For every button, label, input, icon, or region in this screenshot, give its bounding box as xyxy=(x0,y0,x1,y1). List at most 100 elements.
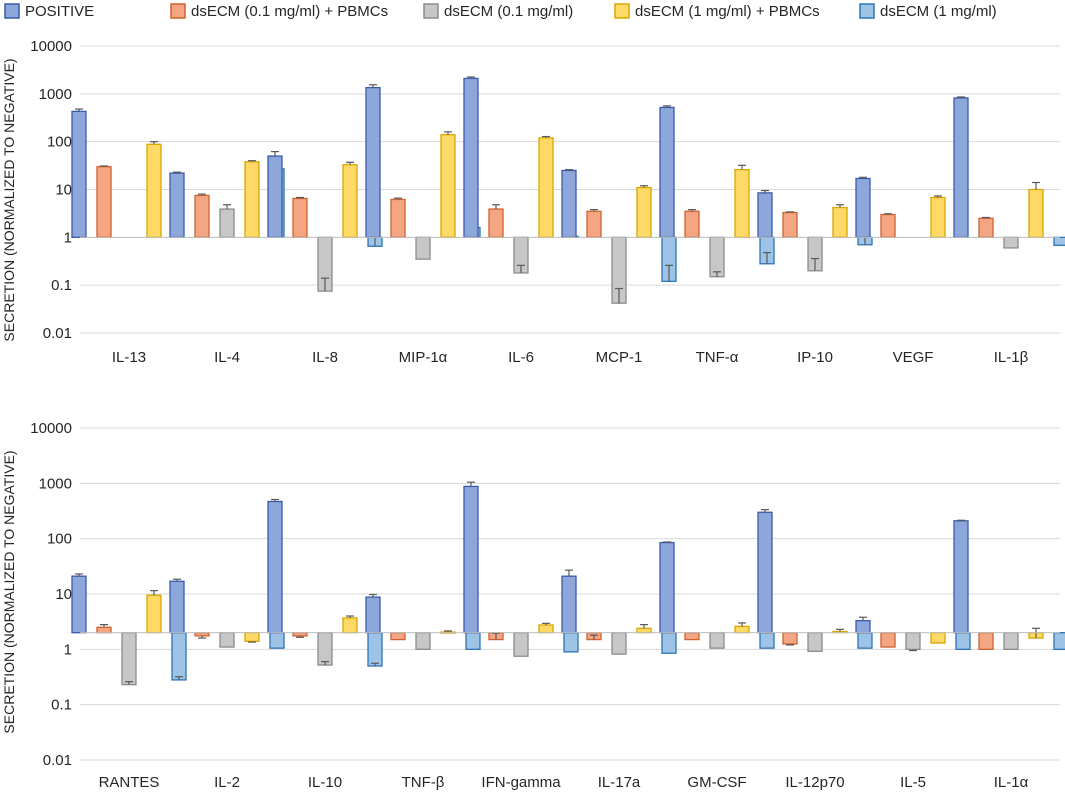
y-tick-label: 10 xyxy=(55,586,72,603)
legend-swatch-positive xyxy=(4,3,20,19)
bar-tnf-dsecm-0-1-mg-ml-pbmcs xyxy=(390,632,406,641)
bar-il-13-dsecm-1-mg-ml-pbmcs xyxy=(146,143,162,238)
category-label: VEGF xyxy=(893,349,934,366)
y-tick-label: 100 xyxy=(47,531,72,548)
bar-il-8-positive xyxy=(267,155,283,238)
legend-item-dsecm-1: dsECM (1 mg/ml) xyxy=(859,3,997,20)
category-label: IL-17a xyxy=(598,774,641,791)
y-tick-label: 0.01 xyxy=(43,752,72,769)
bar-ifn-gamma-dsecm-1-mg-ml-pbmcs xyxy=(538,624,554,634)
bar-tnf-dsecm-0-1-mg-ml xyxy=(415,632,431,650)
bar-il-6-dsecm-1-mg-ml-pbmcs xyxy=(538,137,554,238)
y-tick-label: 1000 xyxy=(39,475,72,492)
bar-mip-1-dsecm-0-1-mg-ml xyxy=(415,236,431,260)
bar-il-17a-dsecm-1-mg-ml xyxy=(661,632,677,654)
y-tick-label: 10000 xyxy=(30,420,72,437)
bar-il-5-dsecm-1-mg-ml-pbmcs xyxy=(930,632,946,644)
bar-il-5-dsecm-0-1-mg-ml xyxy=(905,632,921,650)
category-label: IP-10 xyxy=(797,349,833,366)
bar-il-8-dsecm-0-1-mg-ml-pbmcs xyxy=(292,197,308,238)
y-tick-label: 1000 xyxy=(39,86,72,103)
bar-rantes-dsecm-0-1-mg-ml xyxy=(121,632,137,686)
legend-item-dsecm-0.1: dsECM (0.1 mg/ml) xyxy=(423,3,573,20)
bar-ip-10-dsecm-0-1-mg-ml-pbmcs xyxy=(782,211,798,238)
bar-il-8-dsecm-1-mg-ml-pbmcs xyxy=(342,164,358,238)
bar-il-2-positive xyxy=(169,580,185,634)
bar-il-1-dsecm-0-1-mg-ml xyxy=(1003,236,1019,249)
bar-rantes-dsecm-1-mg-ml-pbmcs xyxy=(146,594,162,634)
bar-il-4-dsecm-1-mg-ml-pbmcs xyxy=(244,161,260,238)
bar-rantes-positive xyxy=(71,575,87,634)
bar-il-1-dsecm-0-1-mg-ml-pbmcs xyxy=(978,217,994,238)
category-label: RANTES xyxy=(99,774,160,791)
category-label: IL-10 xyxy=(308,774,342,791)
category-label: IL-8 xyxy=(312,349,338,366)
bar-il-12p70-dsecm-0-1-mg-ml-pbmcs xyxy=(782,632,798,645)
bar-mip-1-dsecm-0-1-mg-ml-pbmcs xyxy=(390,198,406,238)
bar-il-1-dsecm-0-1-mg-ml xyxy=(1003,632,1019,650)
bar-il-12p70-dsecm-0-1-mg-ml xyxy=(807,632,823,652)
y-tick-label: 1 xyxy=(64,641,72,658)
chart-top: 0.01 0.1 1 10 100 1000 10000 SECRETION (NORMALI… xyxy=(1,38,1065,366)
category-label: IL-1β xyxy=(994,349,1029,366)
legend-item-positive: POSITIVE xyxy=(4,3,94,20)
bar-il-2-dsecm-1-mg-ml xyxy=(269,632,285,649)
bar-il-1-dsecm-1-mg-ml xyxy=(1053,236,1065,246)
legend-label-dsecm-1: dsECM (1 mg/ml) xyxy=(880,3,997,20)
bar-tnf-dsecm-0-1-mg-ml xyxy=(709,236,725,278)
category-label: IL-6 xyxy=(508,349,534,366)
legend-item-dsecm-0.1-pbmcs: dsECM (0.1 mg/ml) + PBMCs xyxy=(170,3,388,20)
bar-tnf-positive xyxy=(659,106,675,238)
legend-label-dsecm-1-pbmcs: dsECM (1 mg/ml) + PBMCs xyxy=(635,3,820,20)
bar-il-4-positive xyxy=(169,172,185,238)
bar-ifn-gamma-positive xyxy=(463,485,479,634)
bar-mip-1-dsecm-1-mg-ml-pbmcs xyxy=(440,134,456,238)
category-label: IL-12p70 xyxy=(785,774,844,791)
bar-vegf-dsecm-0-1-mg-ml-pbmcs xyxy=(880,213,896,238)
bar-il-2-dsecm-1-mg-ml-pbmcs xyxy=(244,632,260,642)
y-axis-label: SECRETION (NORMALIZED TO NEGATIVE) xyxy=(1,58,17,341)
bar-ip-10-dsecm-1-mg-ml-pbmcs xyxy=(832,206,848,238)
bar-il-10-dsecm-1-mg-ml-pbmcs xyxy=(342,617,358,634)
bar-mcp-1-dsecm-1-mg-ml-pbmcs xyxy=(636,186,652,238)
legend-label-dsecm-0.1: dsECM (0.1 mg/ml) xyxy=(444,3,573,20)
bar-il-10-dsecm-0-1-mg-ml xyxy=(317,632,333,666)
bar-tnf-dsecm-0-1-mg-ml-pbmcs xyxy=(684,210,700,238)
bar-il-17a-positive xyxy=(561,575,577,634)
y-tick-label: 0.01 xyxy=(43,325,72,342)
legend: POSITIVE dsECM (0.1 mg/ml) + PBMCs dsECM… xyxy=(4,3,997,20)
bar-il-1-dsecm-0-1-mg-ml-pbmcs xyxy=(978,632,994,650)
category-label: MIP-1α xyxy=(399,349,448,366)
bar-il-17a-dsecm-1-mg-ml-pbmcs xyxy=(636,627,652,634)
bar-il-5-dsecm-1-mg-ml xyxy=(955,632,971,650)
bar-vegf-positive xyxy=(855,177,871,238)
bar-il-6-positive xyxy=(463,77,479,238)
bar-gm-csf-dsecm-1-mg-ml-pbmcs xyxy=(734,625,750,634)
bar-il-5-positive xyxy=(855,619,871,634)
category-label: TNF-β xyxy=(402,774,445,791)
bar-il-2-dsecm-0-1-mg-ml xyxy=(219,632,235,648)
category-label: IL-13 xyxy=(112,349,146,366)
category-label: IL-4 xyxy=(214,349,240,366)
bar-il-1-dsecm-1-mg-ml-pbmcs xyxy=(1028,188,1044,238)
y-tick-label: 10000 xyxy=(30,38,72,55)
legend-swatch-dsecm-0.1 xyxy=(423,3,439,19)
chart-bottom: 0.01 0.1 1 10 100 1000 10000 SECRETION (NORMALI… xyxy=(1,420,1065,791)
bar-il-1-positive xyxy=(953,97,969,238)
category-label: IL-2 xyxy=(214,774,240,791)
category-label: GM-CSF xyxy=(687,774,746,791)
bar-rantes-dsecm-0-1-mg-ml-pbmcs xyxy=(96,626,112,634)
bar-rantes-dsecm-1-mg-ml xyxy=(171,632,187,681)
legend-label-dsecm-0.1-pbmcs: dsECM (0.1 mg/ml) + PBMCs xyxy=(191,3,388,20)
bar-il-4-dsecm-0-1-mg-ml xyxy=(219,208,235,238)
bar-il-17a-dsecm-0-1-mg-ml xyxy=(611,632,627,655)
bar-il-4-dsecm-0-1-mg-ml-pbmcs xyxy=(194,194,210,238)
bar-ifn-gamma-dsecm-1-mg-ml xyxy=(563,632,579,653)
y-tick-label: 1 xyxy=(64,229,72,246)
bar-il-5-dsecm-0-1-mg-ml-pbmcs xyxy=(880,632,896,648)
category-label: IL-5 xyxy=(900,774,926,791)
bar-il-1-positive xyxy=(953,520,969,634)
bar-gm-csf-dsecm-1-mg-ml xyxy=(759,632,775,649)
bar-tnf-dsecm-1-mg-ml-pbmcs xyxy=(734,169,750,238)
